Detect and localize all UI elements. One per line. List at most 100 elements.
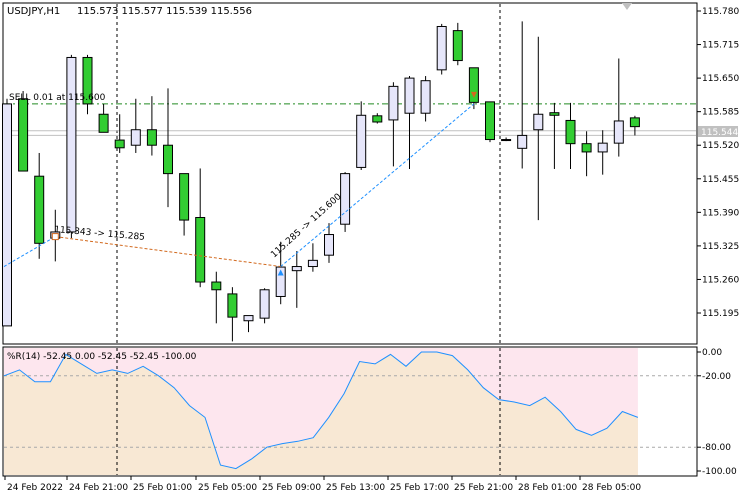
candle[interactable] — [597, 130, 608, 175]
ohlc-label: 115.573 115.577 115.539 115.556 — [77, 6, 252, 17]
candle[interactable] — [227, 287, 238, 342]
buy-arrow-icon — [277, 269, 284, 276]
wpr-axis: 0.00 -20.00 -80.00 -100.00 — [697, 348, 737, 477]
price-tick-label: 115.585 — [702, 108, 739, 118]
trade-line-segment1 — [55, 236, 281, 268]
candle-body — [485, 101, 495, 141]
candle[interactable] — [436, 23, 447, 75]
wpr-line-layer — [3, 351, 639, 470]
trade-history — [3, 91, 477, 276]
time-tick-label: 25 Feb 01:00 — [133, 483, 192, 493]
candle-body — [613, 120, 624, 144]
candle[interactable] — [195, 168, 206, 288]
candle[interactable] — [2, 98, 12, 327]
candle[interactable] — [372, 113, 383, 124]
candle[interactable] — [404, 76, 415, 169]
candle[interactable] — [549, 102, 560, 169]
candle-body — [82, 56, 93, 105]
price-tick-label: 115.260 — [702, 275, 739, 285]
candle-body — [565, 119, 576, 145]
candle-body — [468, 67, 479, 103]
candle[interactable] — [259, 288, 270, 324]
candle-body — [34, 175, 45, 244]
candle-body — [549, 112, 560, 116]
price-tick-label: 115.715 — [702, 41, 739, 51]
wpr-line — [3, 351, 639, 470]
candle[interactable] — [66, 54, 77, 239]
candle-body — [130, 129, 141, 146]
chart-shift-icon[interactable] — [622, 3, 632, 10]
candle[interactable] — [565, 102, 576, 169]
candles[interactable] — [2, 21, 640, 342]
price-axis: 115.780 115.715 115.650 115.585 115.520 115.4… — [697, 7, 739, 319]
sell-marker-icon — [51, 233, 59, 241]
wpr-tick-label: -100.00 — [702, 467, 737, 477]
time-tick-label: 25 Feb 05:00 — [198, 483, 257, 493]
candle-body — [452, 30, 463, 62]
candle-body — [404, 77, 415, 114]
candle-body — [307, 259, 318, 268]
candle-body — [501, 139, 512, 142]
candle-body — [227, 293, 238, 318]
candle-body — [243, 315, 254, 322]
candle[interactable] — [18, 91, 29, 172]
wpr-fill-layer — [4, 348, 638, 475]
candle[interactable] — [211, 271, 222, 324]
candle-body — [275, 266, 286, 297]
candle-body — [629, 117, 640, 128]
price-tick-label: 115.325 — [702, 242, 739, 252]
candle[interactable] — [307, 243, 318, 272]
wpr-tick-label: -20.00 — [702, 372, 731, 382]
candle[interactable] — [452, 22, 463, 66]
candle-body — [324, 234, 334, 256]
time-tick-label: 25 Feb 09:00 — [262, 483, 321, 493]
candle[interactable] — [356, 101, 367, 171]
candle-body — [146, 129, 157, 146]
candle-body — [356, 114, 367, 168]
wpr-label: %R(14) -52.45 0.00 -52.45 -52.45 -100.00 — [7, 352, 197, 362]
candle[interactable] — [146, 96, 157, 156]
candle[interactable] — [629, 115, 640, 136]
candle[interactable] — [517, 21, 528, 169]
candle[interactable] — [468, 67, 479, 110]
candle[interactable] — [243, 315, 254, 333]
candle[interactable] — [98, 103, 109, 133]
candle-body — [388, 85, 399, 121]
candle[interactable] — [82, 54, 93, 115]
candle[interactable] — [324, 223, 334, 263]
candle[interactable] — [163, 88, 173, 208]
candle[interactable] — [388, 82, 399, 167]
candle-body — [597, 142, 608, 153]
candle[interactable] — [485, 101, 495, 143]
candle-body — [211, 281, 222, 291]
candle-body — [66, 56, 77, 233]
price-tick-label: 115.520 — [702, 141, 739, 151]
time-tick-label: 24 Feb 21:00 — [69, 483, 128, 493]
time-axis: 24 Feb 2022 24 Feb 21:00 25 Feb 01:00 25 Fe… — [4, 476, 641, 493]
candle-body — [340, 173, 351, 225]
candle-body — [533, 113, 544, 131]
candle[interactable] — [291, 251, 302, 308]
candle-body — [291, 266, 302, 272]
candle-body — [372, 115, 383, 123]
candle[interactable] — [340, 172, 351, 232]
wpr-fill-lower — [4, 352, 638, 475]
candle[interactable] — [179, 173, 190, 236]
order-label: SELL 0.01 at 115.600 — [9, 93, 106, 103]
candle[interactable] — [420, 76, 431, 122]
candle[interactable] — [613, 58, 624, 157]
symbol-label: USDJPY,H1 — [7, 6, 60, 17]
candle[interactable] — [581, 131, 592, 177]
candle[interactable] — [501, 137, 512, 142]
candle-body — [2, 103, 12, 327]
candle-body — [581, 143, 592, 153]
candle[interactable] — [533, 36, 544, 221]
candle-body — [163, 144, 173, 175]
price-tick-label: 115.780 — [702, 7, 739, 17]
candle[interactable] — [130, 98, 141, 153]
candle[interactable] — [34, 152, 45, 259]
price-tick-label: 115.195 — [702, 309, 739, 319]
candle[interactable] — [114, 114, 125, 153]
candle-body — [195, 216, 206, 283]
